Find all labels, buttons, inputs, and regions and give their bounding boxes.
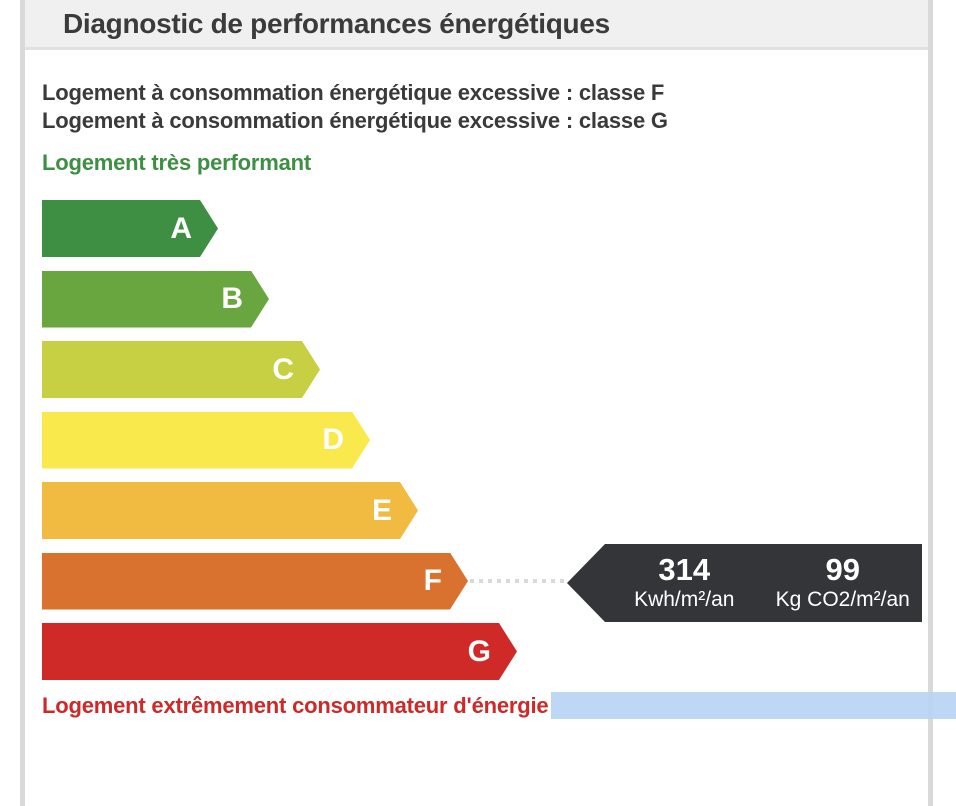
dpe-bar-letter-e: E	[371, 493, 392, 527]
energy-unit: Kwh/m²/an	[634, 588, 735, 611]
notices: Logement à consommation énergétique exce…	[42, 79, 668, 135]
dpe-scale: A B C D E F G	[42, 200, 517, 694]
dpe-bar-letter-a: A	[170, 211, 192, 245]
header: Diagnostic de performances énergétiques	[25, 0, 928, 50]
worst-performance-row: Logement extrêmement consommateur d'éner…	[42, 692, 956, 719]
best-performance-label: Logement très performant	[42, 150, 312, 175]
dpe-bar-c: C	[42, 341, 320, 398]
co2-value: 99	[825, 552, 860, 587]
dpe-bar-b: B	[42, 271, 269, 328]
energy-column: 314 Kwh/m²/an	[605, 544, 764, 622]
dotted-connector	[470, 579, 567, 583]
selection-highlight	[551, 692, 956, 719]
dpe-bar-letter-g: G	[467, 634, 491, 668]
dpe-bar-g: G	[42, 623, 517, 680]
page-title: Diagnostic de performances énergétiques	[63, 8, 610, 39]
co2-unit: Kg CO2/m²/an	[775, 588, 910, 611]
dpe-bar-letter-d: D	[322, 423, 344, 456]
dpe-bar-letter-b: B	[221, 282, 243, 315]
dpe-bar-e: E	[42, 482, 418, 539]
energy-value: 314	[658, 552, 711, 587]
dpe-bar-letter-c: C	[272, 352, 294, 386]
dpe-bar-letter-f: F	[423, 564, 442, 597]
container-right-border	[928, 0, 933, 806]
notice-class-g: Logement à consommation énergétique exce…	[42, 108, 668, 133]
dpe-bar-d: D	[42, 412, 370, 469]
dpe-bar-a: A	[42, 200, 218, 257]
co2-column: 99 Kg CO2/m²/an	[764, 544, 923, 622]
container-left-border	[20, 0, 25, 806]
worst-performance-label: Logement extrêmement consommateur d'éner…	[42, 693, 549, 718]
notice-class-f: Logement à consommation énergétique exce…	[42, 80, 665, 105]
value-badge: 314 Kwh/m²/an 99 Kg CO2/m²/an	[567, 544, 922, 622]
dpe-bar-f: F	[42, 553, 468, 610]
